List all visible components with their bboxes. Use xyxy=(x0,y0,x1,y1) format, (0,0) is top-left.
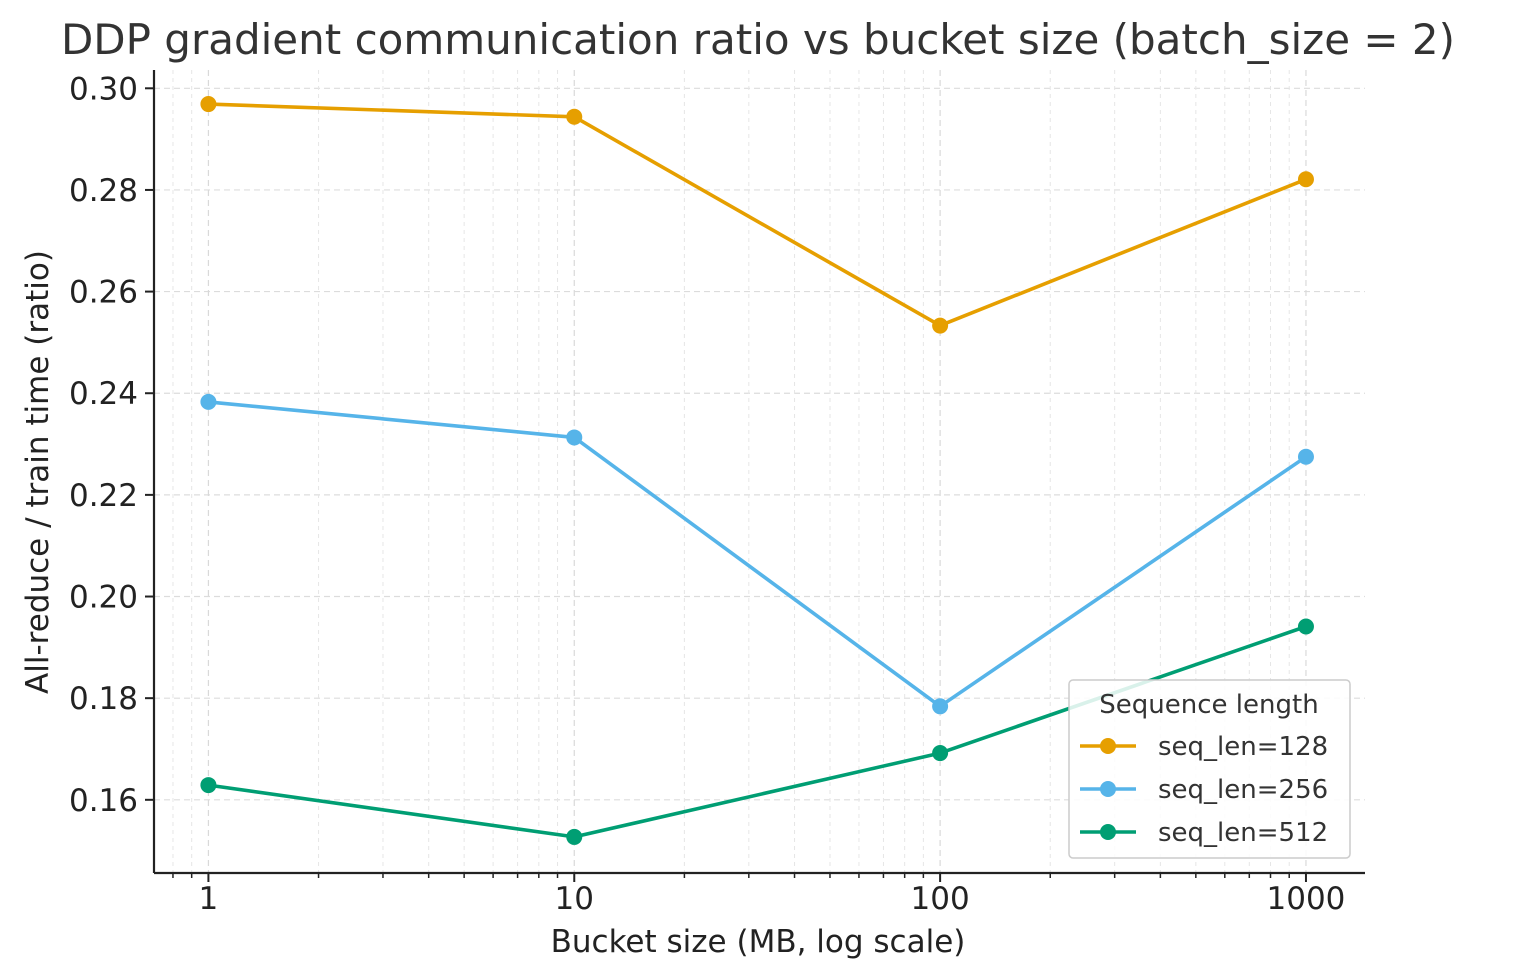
data-point xyxy=(932,745,949,762)
y-tick-label: 0.26 xyxy=(69,275,138,311)
legend-marker xyxy=(1100,781,1116,797)
x-tick-label: 1000 xyxy=(1267,881,1346,917)
axes xyxy=(152,70,1365,875)
data-point xyxy=(932,698,949,715)
x-tick-label: 1 xyxy=(199,881,219,917)
data-point xyxy=(200,777,217,794)
legend-marker xyxy=(1100,824,1116,840)
series-seq-len-128 xyxy=(200,96,1314,334)
chart-title: DDP gradient communication ratio vs buck… xyxy=(61,15,1455,64)
ticks: 0.16 0.18 0.20 0.22 0.24 0.26 0.28 0.30 1 10 100 10… xyxy=(69,71,1345,917)
legend-label: seq_len=256 xyxy=(1158,775,1328,805)
y-tick-label: 0.18 xyxy=(69,681,138,717)
legend-title: Sequence length xyxy=(1099,690,1318,720)
y-tick-label: 0.16 xyxy=(69,783,138,819)
series-line xyxy=(208,400,1308,709)
y-tick-label: 0.24 xyxy=(69,376,138,412)
legend-label: seq_len=512 xyxy=(1158,818,1328,848)
y-axis-label: All-reduce / train time (ratio) xyxy=(20,250,56,694)
data-point xyxy=(932,317,949,334)
legend-box xyxy=(1068,679,1351,859)
x-tick-label: 10 xyxy=(555,881,594,917)
legend-marker xyxy=(1100,738,1116,754)
series-seq-len-256 xyxy=(200,393,1314,715)
y-tick-label: 0.22 xyxy=(69,478,138,514)
data-point xyxy=(1297,448,1314,465)
data-point xyxy=(200,393,217,410)
data-point xyxy=(200,96,217,113)
y-tick-label: 0.30 xyxy=(69,71,138,107)
x-axis-label: Bucket size (MB, log scale) xyxy=(551,924,966,960)
data-point xyxy=(566,828,583,845)
legend-items: seq_len=128 seq_len=256 seq_len=512 xyxy=(1080,732,1328,848)
series-line xyxy=(208,102,1307,328)
data-point xyxy=(566,429,583,446)
data-point xyxy=(1297,618,1314,635)
x-tick-label: 100 xyxy=(911,881,970,917)
y-tick-label: 0.20 xyxy=(69,580,138,616)
data-point xyxy=(1297,171,1314,188)
grid xyxy=(154,70,1365,873)
legend-label: seq_len=128 xyxy=(1158,732,1328,762)
y-tick-label: 0.28 xyxy=(69,173,138,209)
data-point xyxy=(566,108,583,125)
legend: Sequence length seq_len=128seq_len=256se… xyxy=(1068,679,1351,859)
